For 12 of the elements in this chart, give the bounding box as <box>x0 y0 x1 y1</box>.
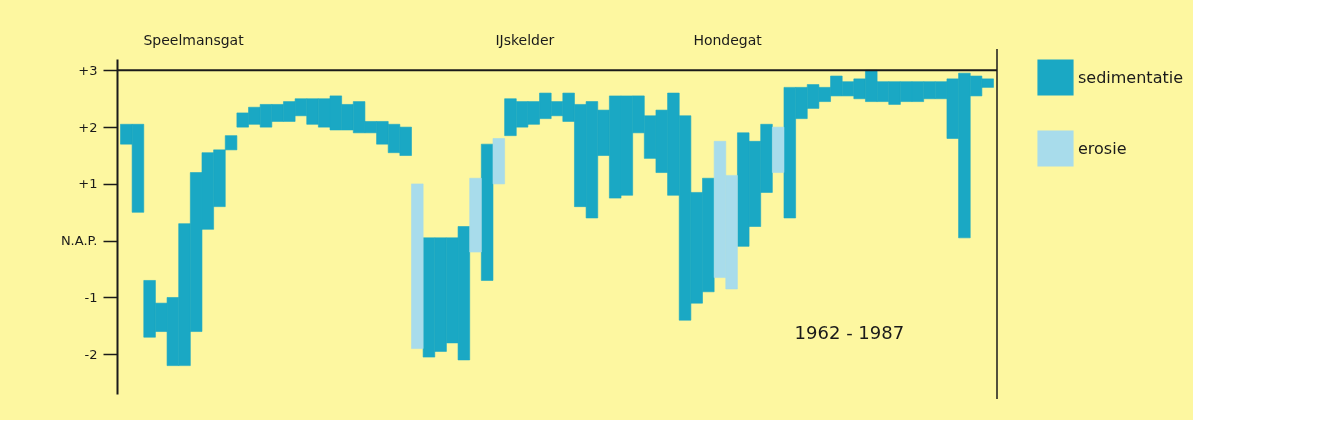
y-tick-label: -2 <box>84 346 98 362</box>
text: IJskelder <box>495 32 555 48</box>
y-tick-label: N.A.P. <box>60 233 98 249</box>
y-tick-label: +2 <box>78 119 98 135</box>
y-tick-label: -1 <box>84 289 98 305</box>
y-tick-label: +1 <box>78 176 98 192</box>
legend-label: sedimentatie <box>1078 67 1183 87</box>
y-tick-label: +3 <box>78 62 98 78</box>
text: Speelmansgat <box>143 32 245 48</box>
legend-label: erosie <box>1078 138 1127 158</box>
text: Hondegat <box>693 32 763 48</box>
annotation: 1962 - 1987 <box>794 321 905 343</box>
